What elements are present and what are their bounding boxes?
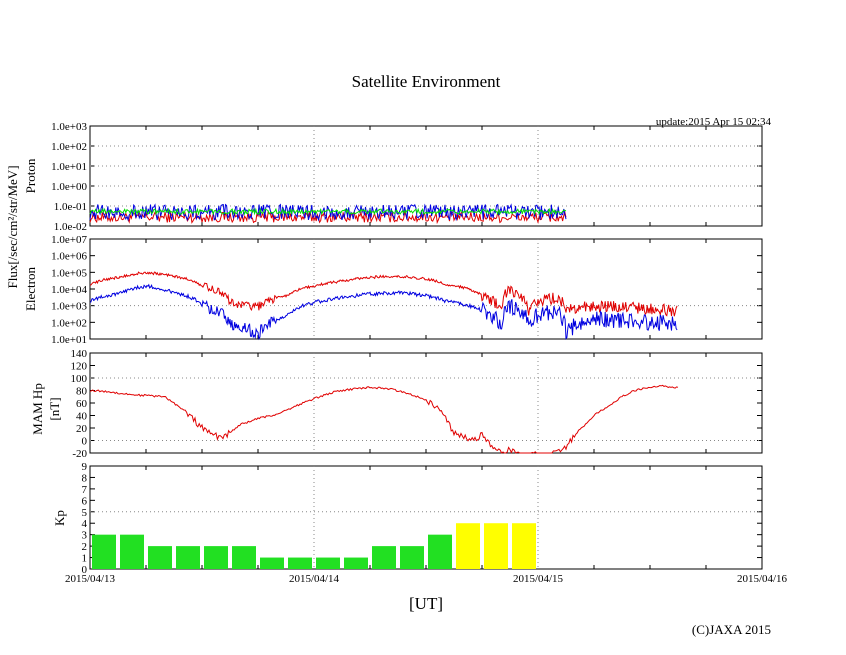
- kp-ytick-label: 1: [82, 553, 88, 565]
- kp-bar: [92, 534, 116, 569]
- electron-frame: [89, 238, 763, 340]
- mam-ytick-label: 20: [76, 423, 88, 435]
- kp-bar: [316, 557, 340, 569]
- mam-ytick-label: 40: [76, 411, 88, 423]
- kp-ytick-label: 0: [82, 564, 88, 576]
- kp-bar: [288, 557, 312, 569]
- electron-ytick-label: 1.0e+06: [51, 251, 87, 263]
- kp-ytick-label: 8: [82, 472, 88, 484]
- kp-axis-label: Kp: [52, 510, 67, 526]
- electron-axis-label: Electron: [23, 266, 38, 311]
- mam-axis-label: MAM Hp: [30, 383, 45, 435]
- proton-ytick-label: 1.0e+00: [51, 181, 87, 193]
- kp-ytick-label: 9: [82, 461, 88, 473]
- proton-panel: 1.0e-02 1.0e-01 1.0e+00 1.0e+01 1.0e+02 1.0e+…: [51, 121, 763, 233]
- proton-ytick-label: 1.0e+01: [51, 161, 87, 173]
- proton-ytick-label: 1.0e-02: [54, 221, 87, 233]
- proton-ytick-label: 1.0e-01: [54, 201, 87, 213]
- kp-bar: [260, 557, 284, 569]
- kp-bar: [176, 546, 200, 569]
- electron-ytick-label: 1.0e+04: [51, 284, 87, 296]
- mam-ytick-label: 120: [71, 361, 88, 373]
- kp-bar: [400, 546, 424, 569]
- kp-bar: [512, 523, 536, 569]
- x-axis-label: [UT]: [409, 594, 443, 613]
- kp-bar: [232, 546, 256, 569]
- mam-ytick-label: 100: [71, 373, 88, 385]
- x-tick-label: 2015/04/13: [65, 573, 116, 585]
- electron-ytick-label: 1.0e+07: [51, 234, 87, 246]
- electron-ytick-label: 1.0e+03: [51, 301, 87, 313]
- mam-ytick-label: -20: [72, 448, 87, 460]
- kp-bar: [456, 523, 480, 569]
- electron-series-blue: [89, 283, 678, 341]
- mam-ytick-label: 80: [76, 386, 88, 398]
- kp-ytick-label: 2: [82, 541, 88, 553]
- kp-ytick-label: 7: [82, 484, 88, 496]
- x-axis-ticks: 2015/04/13 2015/04/14 2015/04/15 2015/04/16: [65, 573, 788, 585]
- kp-ytick-label: 6: [82, 495, 88, 507]
- chart-title: Satellite Environment: [352, 72, 501, 91]
- x-tick-label: 2015/04/15: [513, 573, 564, 585]
- electron-ytick-label: 1.0e+02: [51, 317, 87, 329]
- proton-series-green: [89, 207, 567, 216]
- electron-ytick-label: 1.0e+05: [51, 267, 87, 279]
- mam-unit-label: [nT]: [47, 397, 62, 420]
- kp-ytick-label: 5: [82, 507, 88, 519]
- proton-series-red: [89, 210, 567, 225]
- mam-series-red: [89, 384, 679, 454]
- kp-bar: [120, 534, 144, 569]
- mam-ytick-label: 0: [82, 436, 88, 448]
- kp-ytick-label: 4: [82, 518, 88, 530]
- update-timestamp: update:2015 Apr 15 02:34: [656, 116, 772, 128]
- x-tick-label: 2015/04/14: [289, 573, 340, 585]
- proton-axis-label: Proton: [23, 158, 38, 193]
- mam-frame: [89, 352, 763, 454]
- copyright: (C)JAXA 2015: [692, 622, 771, 637]
- mam-ytick-label: 60: [76, 398, 88, 410]
- kp-bar: [204, 546, 228, 569]
- proton-ytick-label: 1.0e+03: [51, 121, 87, 133]
- kp-bar: [344, 557, 368, 569]
- proton-ytick-label: 1.0e+02: [51, 141, 87, 153]
- kp-bar: [372, 546, 396, 569]
- electron-panel: 1.0e+01 1.0e+02 1.0e+03 1.0e+04 1.0e+05 1.0e+…: [51, 234, 763, 346]
- mam-ytick-label: 140: [71, 348, 88, 360]
- kp-bar: [484, 523, 508, 569]
- x-tick-label: 2015/04/16: [737, 573, 788, 585]
- kp-bar: [148, 546, 172, 569]
- electron-ytick-label: 1.0e+01: [51, 334, 87, 346]
- flux-axis-label: Flux[/sec/cm²/str/MeV]: [5, 165, 20, 288]
- kp-ytick-label: 3: [82, 530, 88, 542]
- kp-bar: [428, 534, 452, 569]
- electron-series-red: [89, 271, 678, 317]
